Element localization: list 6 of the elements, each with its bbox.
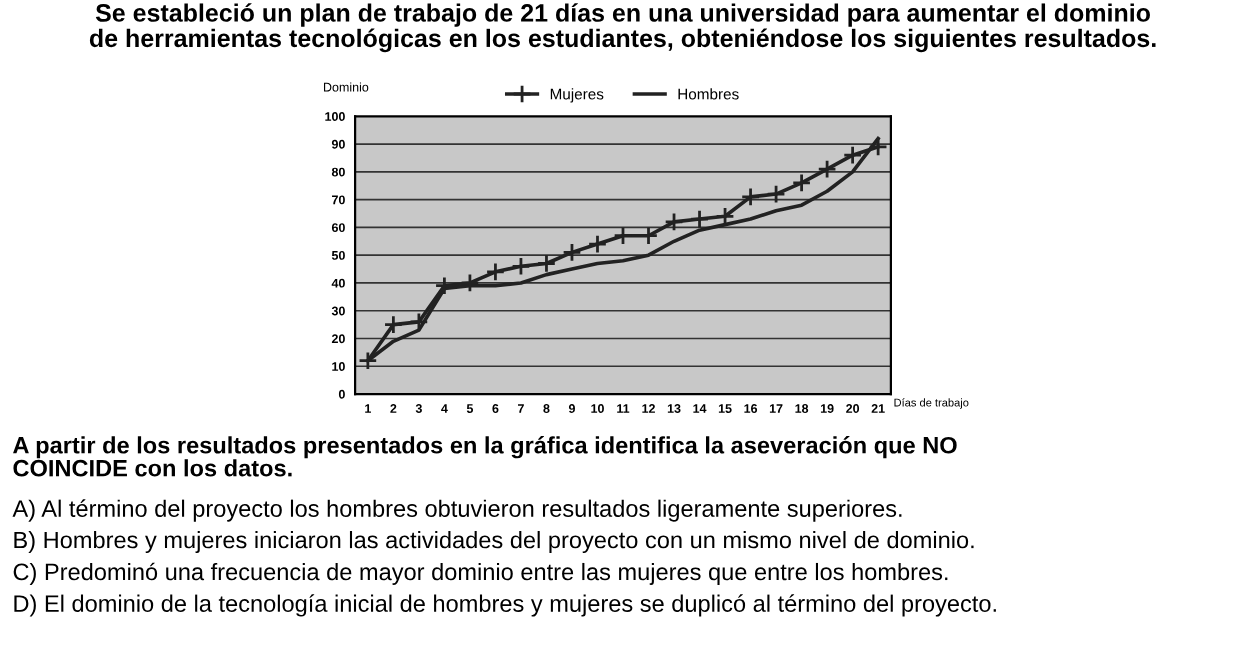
- text: C) Predominó una frecuencia de mayor dominio entre las mujeres que entre los hombres.: [13, 562, 948, 585]
- text: D) El dominio de la tecnología inicial de hombres y mujeres se duplicó al término del proyecto.: [14, 594, 996, 617]
- text: A partir de los resultados presentados en la gráfica identifica la aseveración que NO COINCIDE con los datos.: [13, 436, 957, 477]
- text: A) Al término del proyecto los hombres obtuvieron resultados ligeramente superiores.: [12, 499, 902, 522]
- chart-title: Se estableció un plan de trabajo de 21 días en una universidad para aumentar el dominio de herramientas tecnológicas en los estudiantes, obteniéndose los siguientes resultados.: [89, 3, 1156, 53]
- text: B) Hombres y mujeres iniciaron las actividades del proyecto con un mismo nivel de dominio.: [14, 531, 974, 554]
